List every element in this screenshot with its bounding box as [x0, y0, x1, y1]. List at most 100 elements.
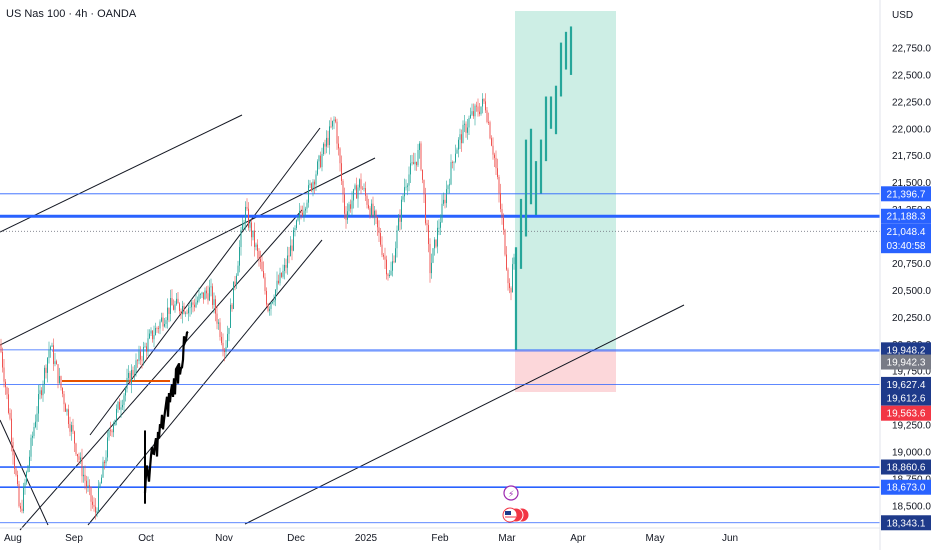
candle-body: [428, 225, 429, 245]
candle-body: [347, 211, 348, 220]
candle-body: [126, 377, 128, 389]
candle-body: [402, 196, 404, 200]
candle-body: [207, 293, 209, 301]
candle-body: [380, 233, 381, 245]
candle-body: [17, 474, 18, 485]
x-tick-label: 2025: [355, 533, 378, 544]
candle-body: [237, 265, 239, 276]
candle-body: [27, 465, 29, 472]
candle-body: [93, 504, 95, 507]
candle-body: [24, 482, 26, 488]
trendline-rising-wedge-top[interactable]: [89, 127, 321, 436]
candle-body: [125, 388, 126, 396]
candle-body: [437, 227, 438, 247]
candle-body: [309, 183, 311, 186]
candle-body: [498, 176, 500, 194]
price-badge: [881, 223, 931, 239]
candle-body: [248, 208, 249, 228]
us-flag-events-icon[interactable]: [502, 507, 530, 523]
candle-body: [35, 421, 36, 427]
y-tick-label: 19,250.0: [892, 421, 931, 432]
candle-body: [369, 208, 371, 216]
candle-body: [216, 313, 218, 324]
candle-body: [423, 179, 425, 195]
candle-body: [414, 161, 416, 165]
candle-body: [411, 162, 413, 164]
candle-body: [114, 419, 116, 426]
candle-body: [266, 290, 267, 305]
candle-body: [386, 259, 387, 275]
candle-body: [489, 122, 491, 139]
trendline-sep-support[interactable]: [87, 239, 323, 526]
lightning-icon[interactable]: ⚡: [503, 485, 519, 501]
trendline-aug-left[interactable]: [0, 419, 49, 526]
candle-body: [2, 351, 3, 368]
x-tick-label: Apr: [570, 533, 586, 544]
candle-body: [422, 169, 423, 180]
candle-body: [135, 360, 137, 374]
candle-body: [270, 302, 272, 309]
candle-body: [497, 168, 498, 177]
candle-body: [23, 487, 24, 511]
candle-body: [170, 298, 171, 314]
candle-body: [503, 217, 504, 230]
price-badge-label: 19,942.3: [887, 358, 926, 369]
candle-body: [74, 431, 75, 444]
candle-body: [351, 200, 353, 209]
candle-body: [305, 208, 306, 211]
candle-body: [113, 425, 114, 433]
y-tick-label: 21,500.0: [892, 178, 931, 189]
candle-body: [3, 367, 5, 382]
candle-body: [161, 317, 162, 322]
trendline-rising-wedge-bottom[interactable]: [19, 209, 303, 531]
candle-body: [284, 264, 285, 271]
candle-body: [32, 435, 33, 438]
candle-body: [458, 139, 459, 150]
candle-body: [30, 437, 32, 457]
price-badge: [881, 390, 931, 406]
candle-body: [107, 437, 108, 458]
candle-body: [341, 163, 342, 181]
candle-body: [269, 308, 270, 311]
candle-body: [378, 227, 380, 234]
candle-body: [185, 312, 186, 314]
candle-body: [171, 298, 173, 306]
candle-body: [258, 250, 260, 259]
loss-zone[interactable]: [515, 350, 616, 392]
highlighted-price-path: [143, 330, 189, 494]
trendline-upper-channel[interactable]: [0, 114, 243, 233]
candle-body: [8, 394, 9, 413]
candle-body: [132, 369, 134, 375]
candle-body: [9, 412, 11, 419]
candle-body: [281, 272, 282, 277]
candle-body: [174, 304, 176, 310]
candle-body: [162, 317, 164, 327]
candle-body: [204, 290, 206, 300]
candle-body: [387, 274, 389, 277]
candle-body: [330, 126, 332, 128]
currency-label: USD: [892, 10, 913, 21]
candle-body: [500, 193, 501, 210]
candle-body: [224, 350, 225, 353]
candle-body: [92, 501, 93, 505]
candle-body: [83, 474, 84, 477]
candle-body: [192, 302, 194, 305]
candle-body: [137, 360, 138, 362]
candle-body: [209, 287, 210, 301]
candle-body: [440, 222, 441, 228]
price-axis[interactable]: [880, 0, 932, 550]
candle-body: [444, 199, 446, 204]
candle-body: [476, 105, 477, 107]
candle-body: [482, 98, 483, 107]
candle-body: [197, 300, 198, 303]
candle-body: [275, 289, 276, 301]
candle-body: [116, 408, 117, 420]
y-tick-label: 19,000.0: [892, 448, 931, 459]
candle-body: [278, 280, 279, 284]
y-tick-label: 22,750.0: [892, 44, 931, 55]
candle-body: [389, 274, 390, 277]
candle-body: [393, 261, 395, 263]
candle-body: [177, 298, 179, 304]
candle-body: [506, 254, 507, 270]
